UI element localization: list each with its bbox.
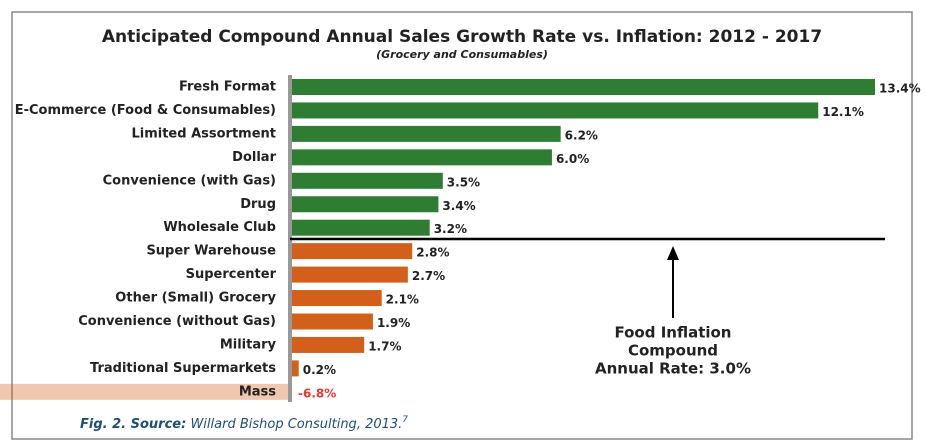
category-label: Mass <box>239 384 276 399</box>
chart-subtitle: (Grocery and Consumables) <box>376 48 548 61</box>
category-label: Drug <box>240 197 276 212</box>
value-label: 1.9% <box>377 316 410 330</box>
category-label: Wholesale Club <box>163 220 276 235</box>
bar <box>290 360 299 377</box>
bar <box>0 383 290 400</box>
category-label: Supercenter <box>186 267 277 282</box>
bar <box>290 125 561 142</box>
bar <box>290 196 439 213</box>
category-label: Limited Assortment <box>131 126 276 141</box>
value-label: -6.8% <box>298 386 336 400</box>
value-label: 6.0% <box>556 152 589 166</box>
value-label: 12.1% <box>822 105 864 119</box>
value-label: 2.1% <box>386 293 419 307</box>
bar <box>290 290 382 307</box>
chart-title: Anticipated Compound Annual Sales Growth… <box>102 27 822 47</box>
bar <box>290 336 365 353</box>
value-label: 2.8% <box>416 246 449 260</box>
category-label: Fresh Format <box>179 80 276 95</box>
arrow-head <box>667 246 679 260</box>
bar <box>290 79 875 95</box>
plot <box>0 79 875 400</box>
category-label: Dollar <box>232 150 276 165</box>
bar <box>290 313 373 330</box>
bar <box>290 172 443 189</box>
value-label: 3.5% <box>447 175 480 189</box>
annotation: Compound <box>628 342 718 360</box>
category-label: E-Commerce (Food & Consumables) <box>15 103 276 118</box>
bar <box>290 266 408 283</box>
category-label: Traditional Supermarkets <box>90 361 276 376</box>
caption-ref: 7 <box>402 415 408 425</box>
value-label: 3.4% <box>442 199 475 213</box>
value-label: 2.7% <box>412 269 445 283</box>
bar <box>290 219 430 236</box>
bar <box>290 149 552 166</box>
category-label: Military <box>220 337 277 352</box>
category-label: Convenience (with Gas) <box>103 173 276 188</box>
caption-text: Willard Bishop Consulting, 2013. <box>190 417 402 432</box>
annotation: Annual Rate: 3.0% <box>595 360 751 378</box>
caption: Fig. 2. Source: Willard Bishop Consultin… <box>80 415 408 432</box>
bar <box>290 243 413 260</box>
value-label: 13.4% <box>879 82 921 96</box>
category-label: Other (Small) Grocery <box>115 291 276 306</box>
annotation: Food Inflation <box>614 324 731 342</box>
value-label: 3.2% <box>434 222 467 236</box>
value-label: 0.2% <box>303 363 336 377</box>
bar <box>290 102 819 119</box>
value-label: 6.2% <box>565 128 598 142</box>
caption-prefix: Fig. 2. Source: <box>80 417 186 432</box>
value-label: 1.7% <box>368 339 401 353</box>
category-label: Convenience (without Gas) <box>78 314 276 329</box>
category-label: Super Warehouse <box>146 244 276 259</box>
